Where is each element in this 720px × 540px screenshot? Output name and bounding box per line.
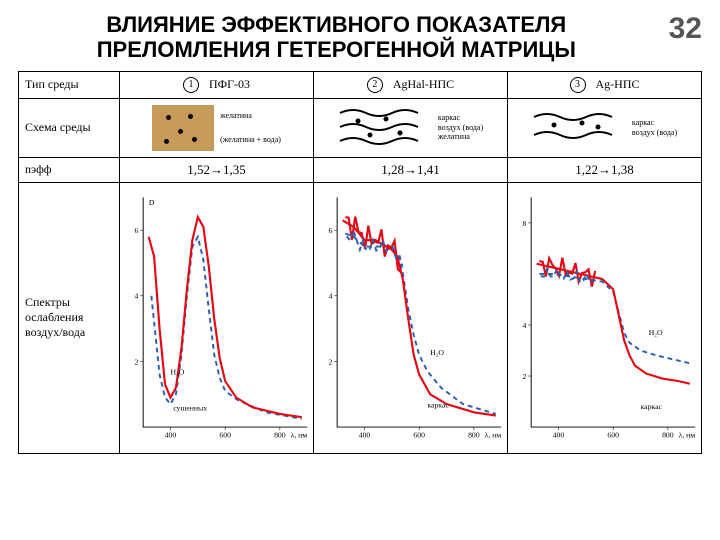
cell-neff-2: 1,28→1,41 xyxy=(314,158,508,182)
col-badge-2: 2 xyxy=(367,77,383,93)
scheme3-l1: каркас xyxy=(632,118,677,128)
col-badge-1: 1 xyxy=(183,77,199,93)
scheme2-labels: каркас воздух (вода) желатина xyxy=(438,113,483,142)
row-scheme: Схема среды желатина (желатина + вода) xyxy=(19,99,701,158)
row-type: Тип среды 1 ПФГ-03 2 AgHal-НПС 3 Ag-НПС xyxy=(19,72,701,99)
svg-text:800: 800 xyxy=(274,430,286,439)
svg-text:D: D xyxy=(149,198,155,207)
cell-scheme-2: каркас воздух (вода) желатина xyxy=(314,99,508,157)
cell-type-1: 1 ПФГ-03 xyxy=(120,72,314,98)
mesh-icon-3 xyxy=(532,105,632,151)
svg-text:2: 2 xyxy=(522,371,526,380)
type-name-3: Ag-НПС xyxy=(596,77,640,92)
svg-text:4: 4 xyxy=(522,320,526,329)
svg-text:400: 400 xyxy=(165,430,177,439)
svg-text:400: 400 xyxy=(553,430,565,439)
cell-chart-1: 2 4 6 400 600 800 λ, нм D H₂O сушенных xyxy=(120,183,314,453)
scheme3-labels: каркас воздух (вода) xyxy=(632,118,677,137)
row-neff: nэфф 1,52→1,35 1,28→1,41 1,22→1,38 xyxy=(19,158,701,183)
svg-text:λ, нм: λ, нм xyxy=(291,430,308,439)
cell-neff-1: 1,52→1,35 xyxy=(120,158,314,182)
svg-text:H₂O: H₂O xyxy=(649,328,663,337)
svg-text:600: 600 xyxy=(607,430,619,439)
svg-text:каркас: каркас xyxy=(427,400,449,409)
scheme2-l1: каркас xyxy=(438,113,483,123)
svg-text:H₂O: H₂O xyxy=(430,347,444,356)
svg-text:λ, нм: λ, нм xyxy=(485,430,502,439)
chart-1: 2 4 6 400 600 800 λ, нм D H₂O сушенных xyxy=(120,183,313,453)
svg-text:H₂O: H₂O xyxy=(171,367,185,376)
svg-text:4: 4 xyxy=(328,291,332,300)
scheme1-label-bottom: (желатина + вода) xyxy=(220,135,281,145)
svg-text:600: 600 xyxy=(219,430,231,439)
cell-scheme-1: желатина (желатина + вода) xyxy=(120,99,314,157)
row-spectra: Спектры ослабле­ния воздух/вода 2 4 6 400 60… xyxy=(19,183,701,453)
svg-text:800: 800 xyxy=(468,430,480,439)
gelatin-block xyxy=(152,105,214,151)
page-number: 32 xyxy=(669,12,702,46)
scheme2-l2: воздух (вода) xyxy=(438,123,483,133)
svg-text:400: 400 xyxy=(359,430,371,439)
comparison-panel: Тип среды 1 ПФГ-03 2 AgHal-НПС 3 Ag-НПС … xyxy=(18,71,702,454)
svg-text:2: 2 xyxy=(134,357,138,366)
chart-3: 2 4 8 400 600 800 λ, нм H₂O каркас xyxy=(508,183,701,453)
cell-chart-3: 2 4 8 400 600 800 λ, нм H₂O каркас xyxy=(508,183,701,453)
row-label-scheme: Схема среды xyxy=(19,99,120,157)
row-label-type: Тип среды xyxy=(19,72,120,98)
scheme1-label-top: желатина xyxy=(220,111,281,121)
mesh-icon-2 xyxy=(338,105,438,151)
chart-2: 2 4 6 400 600 800 λ, нм H₂O каркас xyxy=(314,183,507,453)
svg-text:2: 2 xyxy=(328,357,332,366)
type-name-2: AgHal-НПС xyxy=(393,77,454,92)
svg-text:λ, нм: λ, нм xyxy=(679,430,696,439)
svg-text:6: 6 xyxy=(328,226,332,235)
svg-text:800: 800 xyxy=(662,430,674,439)
cell-type-3: 3 Ag-НПС xyxy=(508,72,701,98)
cell-chart-2: 2 4 6 400 600 800 λ, нм H₂O каркас xyxy=(314,183,508,453)
page-title: ВЛИЯНИЕ ЭФФЕКТИВНОГО ПОКАЗАТЕЛЯ ПРЕЛОМЛЕ… xyxy=(18,12,655,63)
svg-text:сушенных: сушенных xyxy=(173,403,207,412)
cell-scheme-3: каркас воздух (вода) xyxy=(508,99,701,157)
scheme2-l3: желатина xyxy=(438,132,483,142)
svg-text:600: 600 xyxy=(413,430,425,439)
row-label-spectra: Спектры ослабле­ния воздух/вода xyxy=(19,183,120,453)
svg-text:4: 4 xyxy=(134,291,138,300)
scheme3-l2: воздух (вода) xyxy=(632,128,677,138)
cell-type-2: 2 AgHal-НПС xyxy=(314,72,508,98)
svg-text:6: 6 xyxy=(134,226,138,235)
type-name-1: ПФГ-03 xyxy=(209,77,250,92)
scheme1-labels: желатина (желатина + вода) xyxy=(220,111,281,144)
cell-neff-3: 1,22→1,38 xyxy=(508,158,701,182)
svg-text:каркас: каркас xyxy=(641,402,663,411)
col-badge-3: 3 xyxy=(570,77,586,93)
row-label-neff: nэфф xyxy=(19,158,120,182)
svg-text:8: 8 xyxy=(522,218,526,227)
